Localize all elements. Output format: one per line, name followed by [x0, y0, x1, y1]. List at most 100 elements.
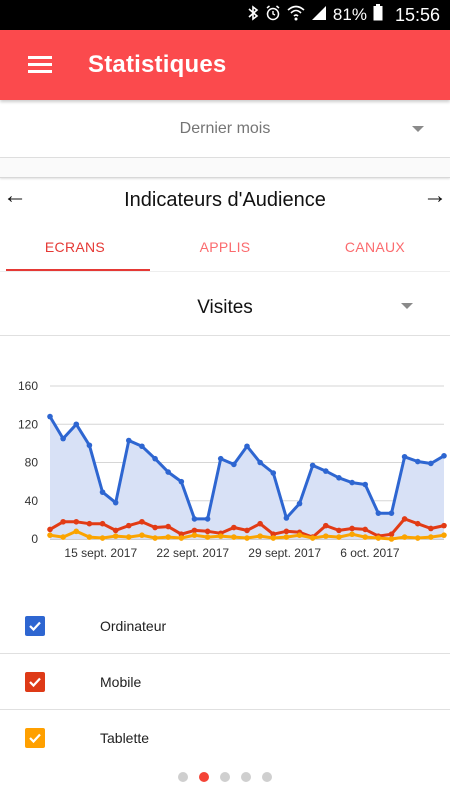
data-point: [165, 534, 171, 540]
data-point: [60, 435, 66, 442]
section-title: Indicateurs d'Audience: [124, 188, 326, 211]
data-point: [270, 531, 277, 538]
data-point: [126, 437, 132, 444]
data-point: [309, 535, 316, 541]
data-point: [152, 524, 158, 531]
data-point: [231, 534, 237, 540]
y-tick-label: 160: [18, 379, 38, 393]
visits-line-chart: 0 40 80 120 160 15 sept. 2017 22 sept. 2017 29 …: [0, 368, 450, 568]
data-point: [231, 461, 237, 468]
data-point: [270, 535, 277, 541]
legend-item-mobile[interactable]: Mobile: [0, 654, 450, 710]
data-point: [73, 518, 80, 525]
data-point: [428, 525, 434, 532]
data-point: [178, 531, 185, 538]
y-tick-label: 40: [25, 494, 39, 508]
data-point: [336, 527, 342, 534]
data-point: [349, 479, 355, 486]
checkmark-icon: [29, 733, 41, 744]
data-point: [191, 516, 198, 522]
data-point: [388, 510, 395, 516]
data-point: [388, 536, 395, 542]
data-point: [86, 442, 93, 449]
data-point: [86, 520, 93, 527]
data-point: [323, 468, 329, 474]
dropdown-arrow-icon: [412, 126, 424, 132]
divider: [0, 158, 450, 178]
status-bar: 81% 15:56: [0, 0, 450, 30]
data-point: [73, 421, 80, 428]
legend-label: Ordinateur: [100, 617, 167, 634]
data-point: [112, 527, 119, 534]
data-point: [86, 534, 93, 540]
tab-canaux[interactable]: CANAUX: [344, 238, 406, 255]
data-point: [349, 525, 355, 532]
data-point: [362, 526, 369, 533]
previous-arrow-icon[interactable]: ←: [3, 182, 27, 209]
data-point: [99, 489, 106, 495]
legend-label: Tablette: [100, 730, 150, 746]
data-point: [244, 527, 250, 534]
tab-applis[interactable]: APPLIS: [199, 238, 251, 255]
signal-icon: [311, 5, 327, 26]
data-point: [60, 534, 66, 540]
y-tick-label: 0: [31, 532, 38, 546]
data-point: [296, 500, 303, 507]
app-bar: Statistiques: [0, 30, 450, 100]
page-dot: [220, 772, 230, 782]
y-tick-label: 120: [18, 417, 38, 431]
tab-ecrans[interactable]: ECRANS: [0, 222, 150, 271]
data-point: [139, 532, 145, 538]
y-tick-label: 80: [25, 456, 39, 470]
data-point: [217, 455, 224, 462]
data-point: [388, 531, 395, 538]
data-point: [401, 453, 408, 460]
chart-canvas: 0 40 80 120 160 15 sept. 2017 22 sept. 2017 29 …: [18, 379, 447, 560]
data-point: [217, 533, 224, 539]
menu-button[interactable]: [10, 30, 70, 100]
data-point: [283, 534, 290, 540]
clock: 15:56: [394, 4, 440, 25]
data-point: [47, 413, 53, 420]
data-point: [112, 499, 119, 506]
data-point: [336, 534, 342, 540]
series-legend: Ordinateur Mobile Tablette: [0, 598, 450, 766]
dropdown-arrow-icon: [401, 303, 413, 309]
data-point: [428, 460, 434, 467]
tab-bar: ECRANS APPLIS CANAUX: [0, 222, 450, 272]
data-point: [336, 475, 342, 481]
data-point: [165, 469, 171, 475]
data-point: [296, 532, 303, 538]
data-point: [309, 462, 316, 469]
series-area: [50, 416, 444, 539]
data-point: [441, 453, 447, 459]
checkbox-tablette[interactable]: [25, 728, 45, 748]
data-point: [414, 458, 421, 465]
data-point: [283, 515, 290, 521]
battery-level: 81%: [332, 5, 367, 24]
data-point: [441, 522, 447, 529]
next-arrow-icon[interactable]: →: [423, 182, 447, 209]
data-point: [60, 518, 66, 525]
data-point: [323, 522, 329, 529]
bluetooth-icon: [247, 4, 259, 26]
data-point: [73, 528, 80, 535]
app-title: Statistiques: [88, 51, 227, 78]
data-point: [257, 533, 263, 539]
x-tick-label: 29 sept. 2017: [248, 546, 321, 560]
data-point: [139, 443, 145, 450]
data-point: [244, 443, 250, 450]
data-point: [126, 522, 132, 529]
data-point: [231, 524, 237, 531]
period-dropdown[interactable]: Dernier mois: [0, 100, 450, 158]
data-point: [375, 510, 382, 516]
alarm-icon: [265, 4, 281, 26]
checkbox-ordinateur[interactable]: [25, 615, 45, 636]
data-point: [99, 535, 106, 541]
legend-item-ordinateur[interactable]: Ordinateur: [0, 598, 450, 654]
metric-dropdown[interactable]: Visites: [0, 280, 450, 336]
data-point: [204, 516, 211, 522]
period-dropdown-value: Dernier mois: [179, 119, 271, 137]
checkbox-mobile[interactable]: [25, 671, 45, 692]
legend-item-tablette[interactable]: Tablette: [0, 710, 450, 766]
